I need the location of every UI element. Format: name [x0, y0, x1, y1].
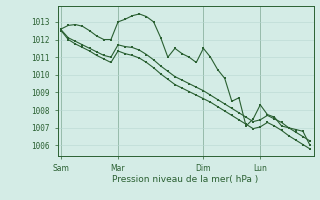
X-axis label: Pression niveau de la mer( hPa ): Pression niveau de la mer( hPa ): [112, 175, 259, 184]
